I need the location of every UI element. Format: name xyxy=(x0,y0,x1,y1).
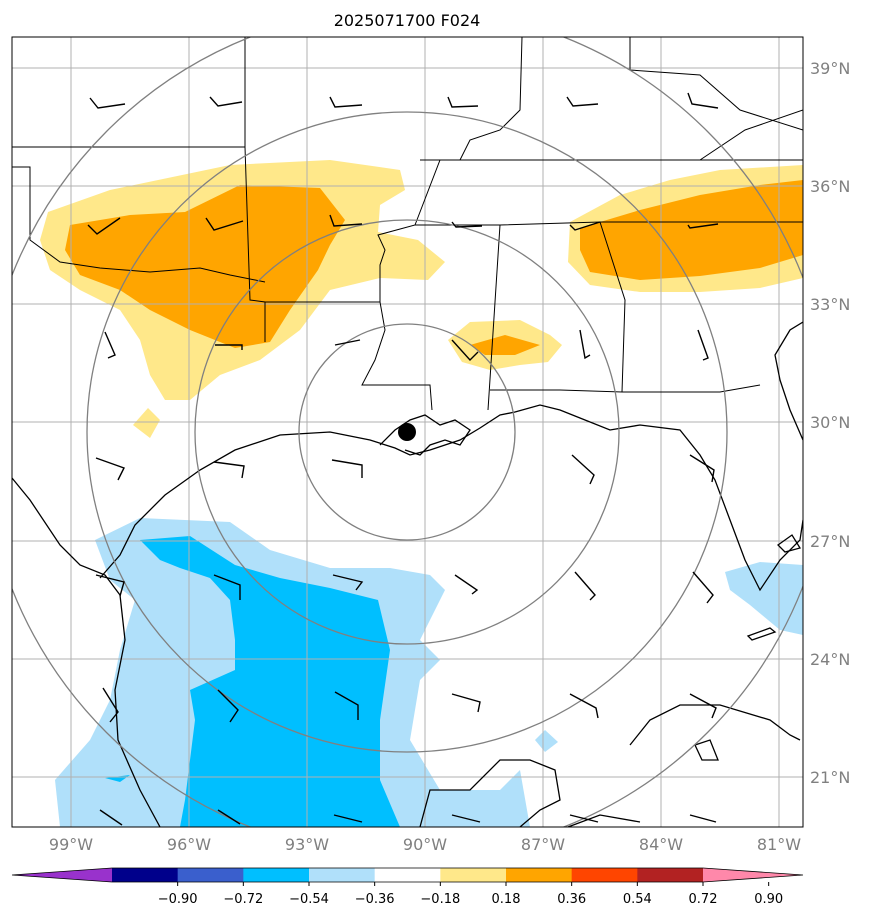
colorbar-swatch xyxy=(637,868,704,882)
colorbar-tick-label: 0.18 xyxy=(492,892,521,907)
lat-tick-label: 36°N xyxy=(810,177,850,196)
colorbar-tick-label: 0.72 xyxy=(689,892,718,907)
lat-tick-label: 33°N xyxy=(810,295,850,314)
colorbar-tick-label: −0.36 xyxy=(355,892,395,907)
lon-tick-label: 87°W xyxy=(521,835,565,854)
colorbar-swatch xyxy=(177,868,244,882)
colorbar-tick-label: −0.72 xyxy=(223,892,263,907)
lon-tick-label: 93°W xyxy=(285,835,329,854)
wind-barbs xyxy=(87,92,719,826)
negative-anomaly-light-regions xyxy=(55,518,803,827)
colorbar-tick-label: −0.54 xyxy=(289,892,329,907)
lat-tick-label: 39°N xyxy=(810,59,850,78)
colorbar: −0.90 −0.72 −0.54 −0.36 −0.18 0.18 0.36 0.54 0.7… xyxy=(11,867,804,907)
colorbar-tick-label: 0.90 xyxy=(754,892,783,907)
colorbar-extend-high xyxy=(703,868,803,882)
colorbar-swatch xyxy=(571,868,638,882)
colorbar-outline xyxy=(11,867,804,883)
lat-tick-label: 30°N xyxy=(810,413,850,432)
center-point-marker xyxy=(398,423,416,441)
map-area xyxy=(12,37,803,827)
lat-tick-label: 27°N xyxy=(810,532,850,551)
lon-tick-label: 96°W xyxy=(167,835,211,854)
colorbar-tick-label: 0.36 xyxy=(557,892,586,907)
colorbar-swatch xyxy=(440,868,507,882)
lat-lon-grid xyxy=(12,37,803,827)
lon-tick-label: 84°W xyxy=(639,835,683,854)
map-frame xyxy=(11,36,804,828)
lat-tick-label: 24°N xyxy=(810,650,850,669)
map-title: 2025071700 F024 xyxy=(334,11,481,30)
positive-anomaly-orange-regions xyxy=(65,180,803,355)
range-rings xyxy=(12,37,803,827)
latitude-tick-labels: 21°N 24°N 27°N 30°N 33°N 36°N 39°N xyxy=(810,59,850,787)
lat-tick-label: 21°N xyxy=(810,768,850,787)
colorbar-tick-label: 0.54 xyxy=(623,892,652,907)
state-borders xyxy=(12,37,803,411)
coastlines xyxy=(12,321,803,827)
colorbar-tick-label: −0.90 xyxy=(158,892,198,907)
colorbar-tick-label: −0.18 xyxy=(420,892,460,907)
lon-tick-label: 90°W xyxy=(403,835,447,854)
colorbar-swatch xyxy=(309,868,376,882)
colorbar-swatch xyxy=(506,868,573,882)
colorbar-swatch xyxy=(243,868,310,882)
colorbar-swatch xyxy=(112,868,179,882)
colorbar-extend-low xyxy=(12,868,112,882)
colorbar-swatch xyxy=(374,868,441,882)
lon-tick-label: 99°W xyxy=(49,835,93,854)
longitude-tick-labels: 99°W 96°W 93°W 90°W 87°W 84°W 81°W xyxy=(49,835,801,854)
lon-tick-label: 81°W xyxy=(757,835,801,854)
